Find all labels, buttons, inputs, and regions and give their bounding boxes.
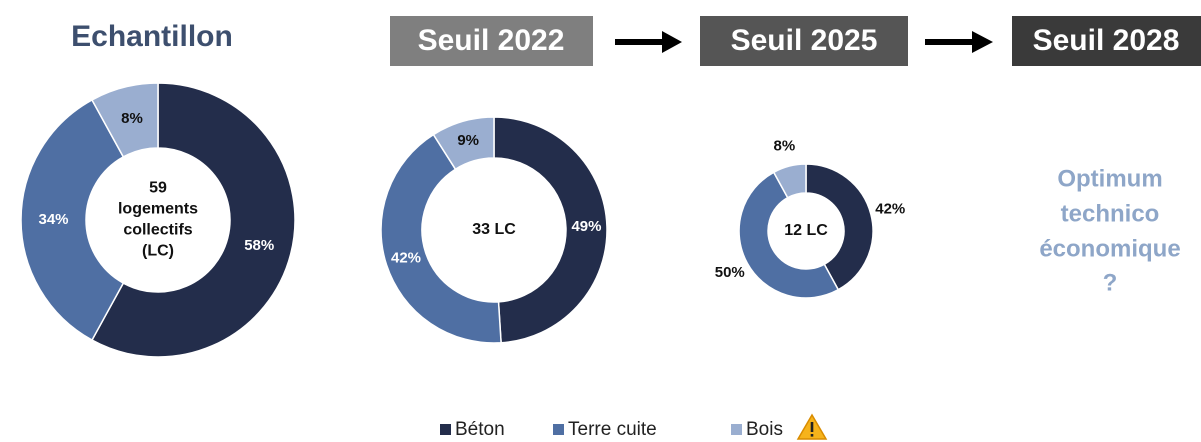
stage-box [700,16,908,66]
stage-text: économique [1039,235,1180,262]
donut-segment [432,116,495,171]
stage-title: Seuil 2022 [418,24,565,57]
data-label: 58% [244,237,274,254]
donut-segment [90,82,296,358]
data-label: 49% [571,218,601,235]
center-label: 12 LC [784,222,828,239]
donut-segment [20,98,125,342]
donut-segment [772,163,807,199]
data-label: 50% [715,264,745,281]
legend-label: Terre cuite [568,419,657,440]
donut-segment [738,171,840,299]
stage-title: Seuil 2025 [731,24,878,57]
stage-title: Echantillon [71,20,233,53]
stage-text: Optimum [1057,165,1162,192]
donut-segment [90,82,159,158]
center-label: (LC) [142,243,174,260]
center-label: collectifs [123,222,192,239]
legend-swatch [731,424,742,435]
donut-segment [380,133,502,344]
legend-label: Bois [746,419,783,440]
data-label: 8% [774,138,796,155]
stage-text: ? [1103,269,1118,296]
stage-box [390,16,593,66]
donut-segment [805,163,874,291]
center-label: 59 [149,180,167,197]
center-label: 33 LC [472,221,516,238]
legend-swatch [440,424,451,435]
data-label: 34% [38,211,68,228]
data-label: 8% [121,110,143,127]
arrow [925,31,993,53]
center-label: logements [118,201,198,218]
legend-label: Béton [455,419,505,440]
arrow [615,31,682,53]
stage-title: Seuil 2028 [1033,24,1180,57]
data-label: 9% [457,132,479,149]
stage-text: technico [1061,200,1160,227]
legend-swatch [553,424,564,435]
data-label: 42% [875,200,905,217]
data-label: 42% [391,250,421,267]
donut-segment [493,116,608,344]
stage-box [1012,16,1201,66]
warning-icon [796,413,828,440]
